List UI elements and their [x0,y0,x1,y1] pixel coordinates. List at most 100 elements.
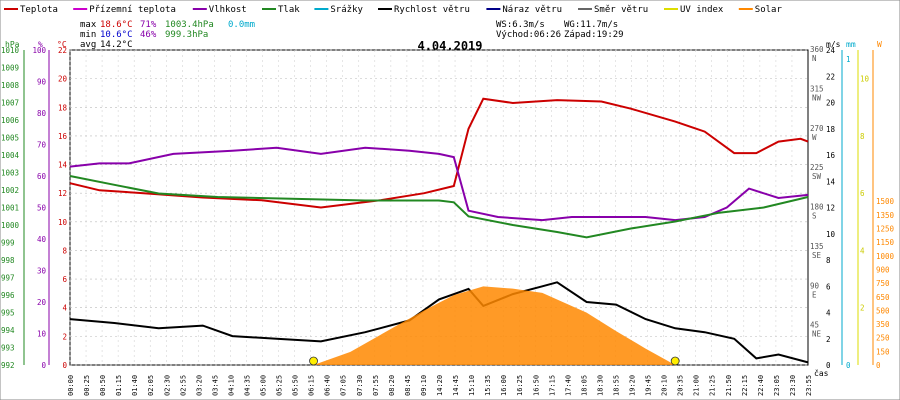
axis-x-tick: 04:35 [243,375,251,396]
stats-avg-temp: 14.2°C [100,40,133,50]
stats-min-label: min [80,30,96,40]
axis-wind-tick: 22 [826,72,835,81]
axis-unit-hum: % [38,40,43,49]
axis-uv-tick: 4 [860,246,865,255]
axis-dir-label: SW [812,172,822,181]
axis-x-tick: 05:25 [276,375,284,396]
axis-press-tick: 996 [1,291,15,300]
axis-x-tick: 02:30 [163,375,171,396]
axis-press-tick: 1010 [1,46,20,55]
axis-dir-tick: 90 [810,281,820,290]
axis-hum-tick: 30 [37,267,47,276]
axis-press-tick: 1003 [1,169,19,178]
axis-dir-tick: 135 [810,242,824,251]
axis-press-tick: 998 [1,256,15,265]
axis-temp-tick: 20 [58,75,68,84]
axis-x-tick: 22:15 [741,375,749,396]
axis-solar-tick: 750 [876,279,890,288]
axis-temp-tick: 14 [58,161,68,170]
series-line-teplota [69,97,809,209]
stats-max-rain: 0.0mm [228,20,255,30]
axis-solar-tick: 900 [876,265,890,274]
legend-label: Tlak [278,5,300,15]
axis-x-tick: 07:05 [340,375,348,396]
axis-hum-tick: 20 [37,298,47,307]
axis-x-tick: 03:20 [195,375,203,396]
sunrise-marker [309,356,318,366]
axis-press-tick: 999 [1,239,15,248]
axis-hum-tick: 60 [37,172,47,181]
axis-press-tick: 995 [1,309,15,318]
axis-uv-tick: 10 [860,75,870,84]
axis-dir-label: E [812,290,817,299]
axis-uv-tick: 6 [860,189,865,198]
legend-label: Směr větru [594,5,648,15]
axis-x-tick: 08:45 [404,375,412,396]
axis-x-tick: 23:30 [789,375,797,396]
axis-wind-tick: 4 [826,309,831,318]
legend-label: Přízemní teplota [89,5,176,15]
sunset-marker [670,356,680,366]
axis-wind-tick: 2 [826,335,831,344]
axis-x-tick: 17:15 [548,375,556,396]
stats-max-temp: 18.6°C [100,20,133,30]
axis-x-tick: 22:40 [757,375,765,396]
axis-x-tick: 18:30 [596,375,604,396]
axis-temp-tick: 12 [58,189,67,198]
stats-min-hum: 46% [140,30,157,40]
axis-x-tick: 08:20 [388,375,396,396]
axis-solar-tick: 650 [876,293,890,302]
series-line-tlak [69,175,809,239]
axis-x-tick: 00:25 [83,375,91,396]
axis-wind-tick: 24 [826,46,836,55]
axis-rain-tick: 1 [846,55,851,64]
axis-dir-label: NW [812,93,822,102]
axis-x-tick: 05:50 [292,375,300,396]
stats-avg-label: avg [80,40,96,50]
axis-temp-tick: 8 [62,246,67,255]
axis-press-tick: 1007 [1,99,19,108]
axis-x-tick: 05:00 [260,375,268,396]
axis-solar-tick: 1250 [876,225,895,234]
axis-solar-tick: 500 [876,306,890,315]
axis-x-tick: 14:20 [436,375,444,396]
axis-temp-tick: 0 [62,361,67,370]
axis-x-tick: 00:50 [99,375,107,396]
axis-press-tick: 1000 [1,221,20,230]
axis-x-tick: 23:05 [773,375,781,396]
axis-uv-tick: 8 [860,132,865,141]
axis-dir-tick: 360 [810,45,824,54]
axis-x-tick: 16:50 [532,375,540,396]
axis-x-tick: 06:40 [324,375,332,396]
axis-press-tick: 1009 [1,64,19,73]
axis-x-tick: 20:10 [661,375,669,396]
wind-wg: WG:11.7m/s [564,20,618,30]
axis-unit-solar: W [877,40,882,49]
axis-dir-label: S [812,212,817,221]
axis-wind-tick: 10 [826,230,836,239]
axis-unit-press: hPa [5,40,20,49]
axis-unit-wind: m/s [826,40,841,49]
axis-wind-tick: 16 [826,151,836,160]
stats-max-hum: 71% [140,20,157,30]
axis-solar-tick: 0 [876,361,881,370]
axis-dir-tick: 180 [810,203,824,212]
stats-max-press: 1003.4hPa [165,20,214,30]
legend-label: Solar [755,5,783,15]
axis-solar-tick: 1150 [876,238,895,247]
axis-press-tick: 997 [1,274,15,283]
axis-temp-tick: 2 [62,332,67,341]
axis-x-tick: 21:25 [709,375,717,396]
legend-label: Vlhkost [209,5,247,15]
axis-wind-tick: 12 [826,204,835,213]
axis-unit-temp: °C [57,40,67,49]
stats-max-label: max [80,20,97,30]
series-solar-area [313,286,676,365]
axis-x-tick: 20:35 [677,375,685,396]
axis-x-tick: 19:45 [645,375,653,396]
axis-wind-tick: 18 [826,125,836,134]
axis-x-tick: 06:15 [308,375,316,396]
axis-press-tick: 1005 [1,134,19,143]
axis-press-tick: 1008 [1,81,20,90]
axis-wind-tick: 6 [826,282,831,291]
